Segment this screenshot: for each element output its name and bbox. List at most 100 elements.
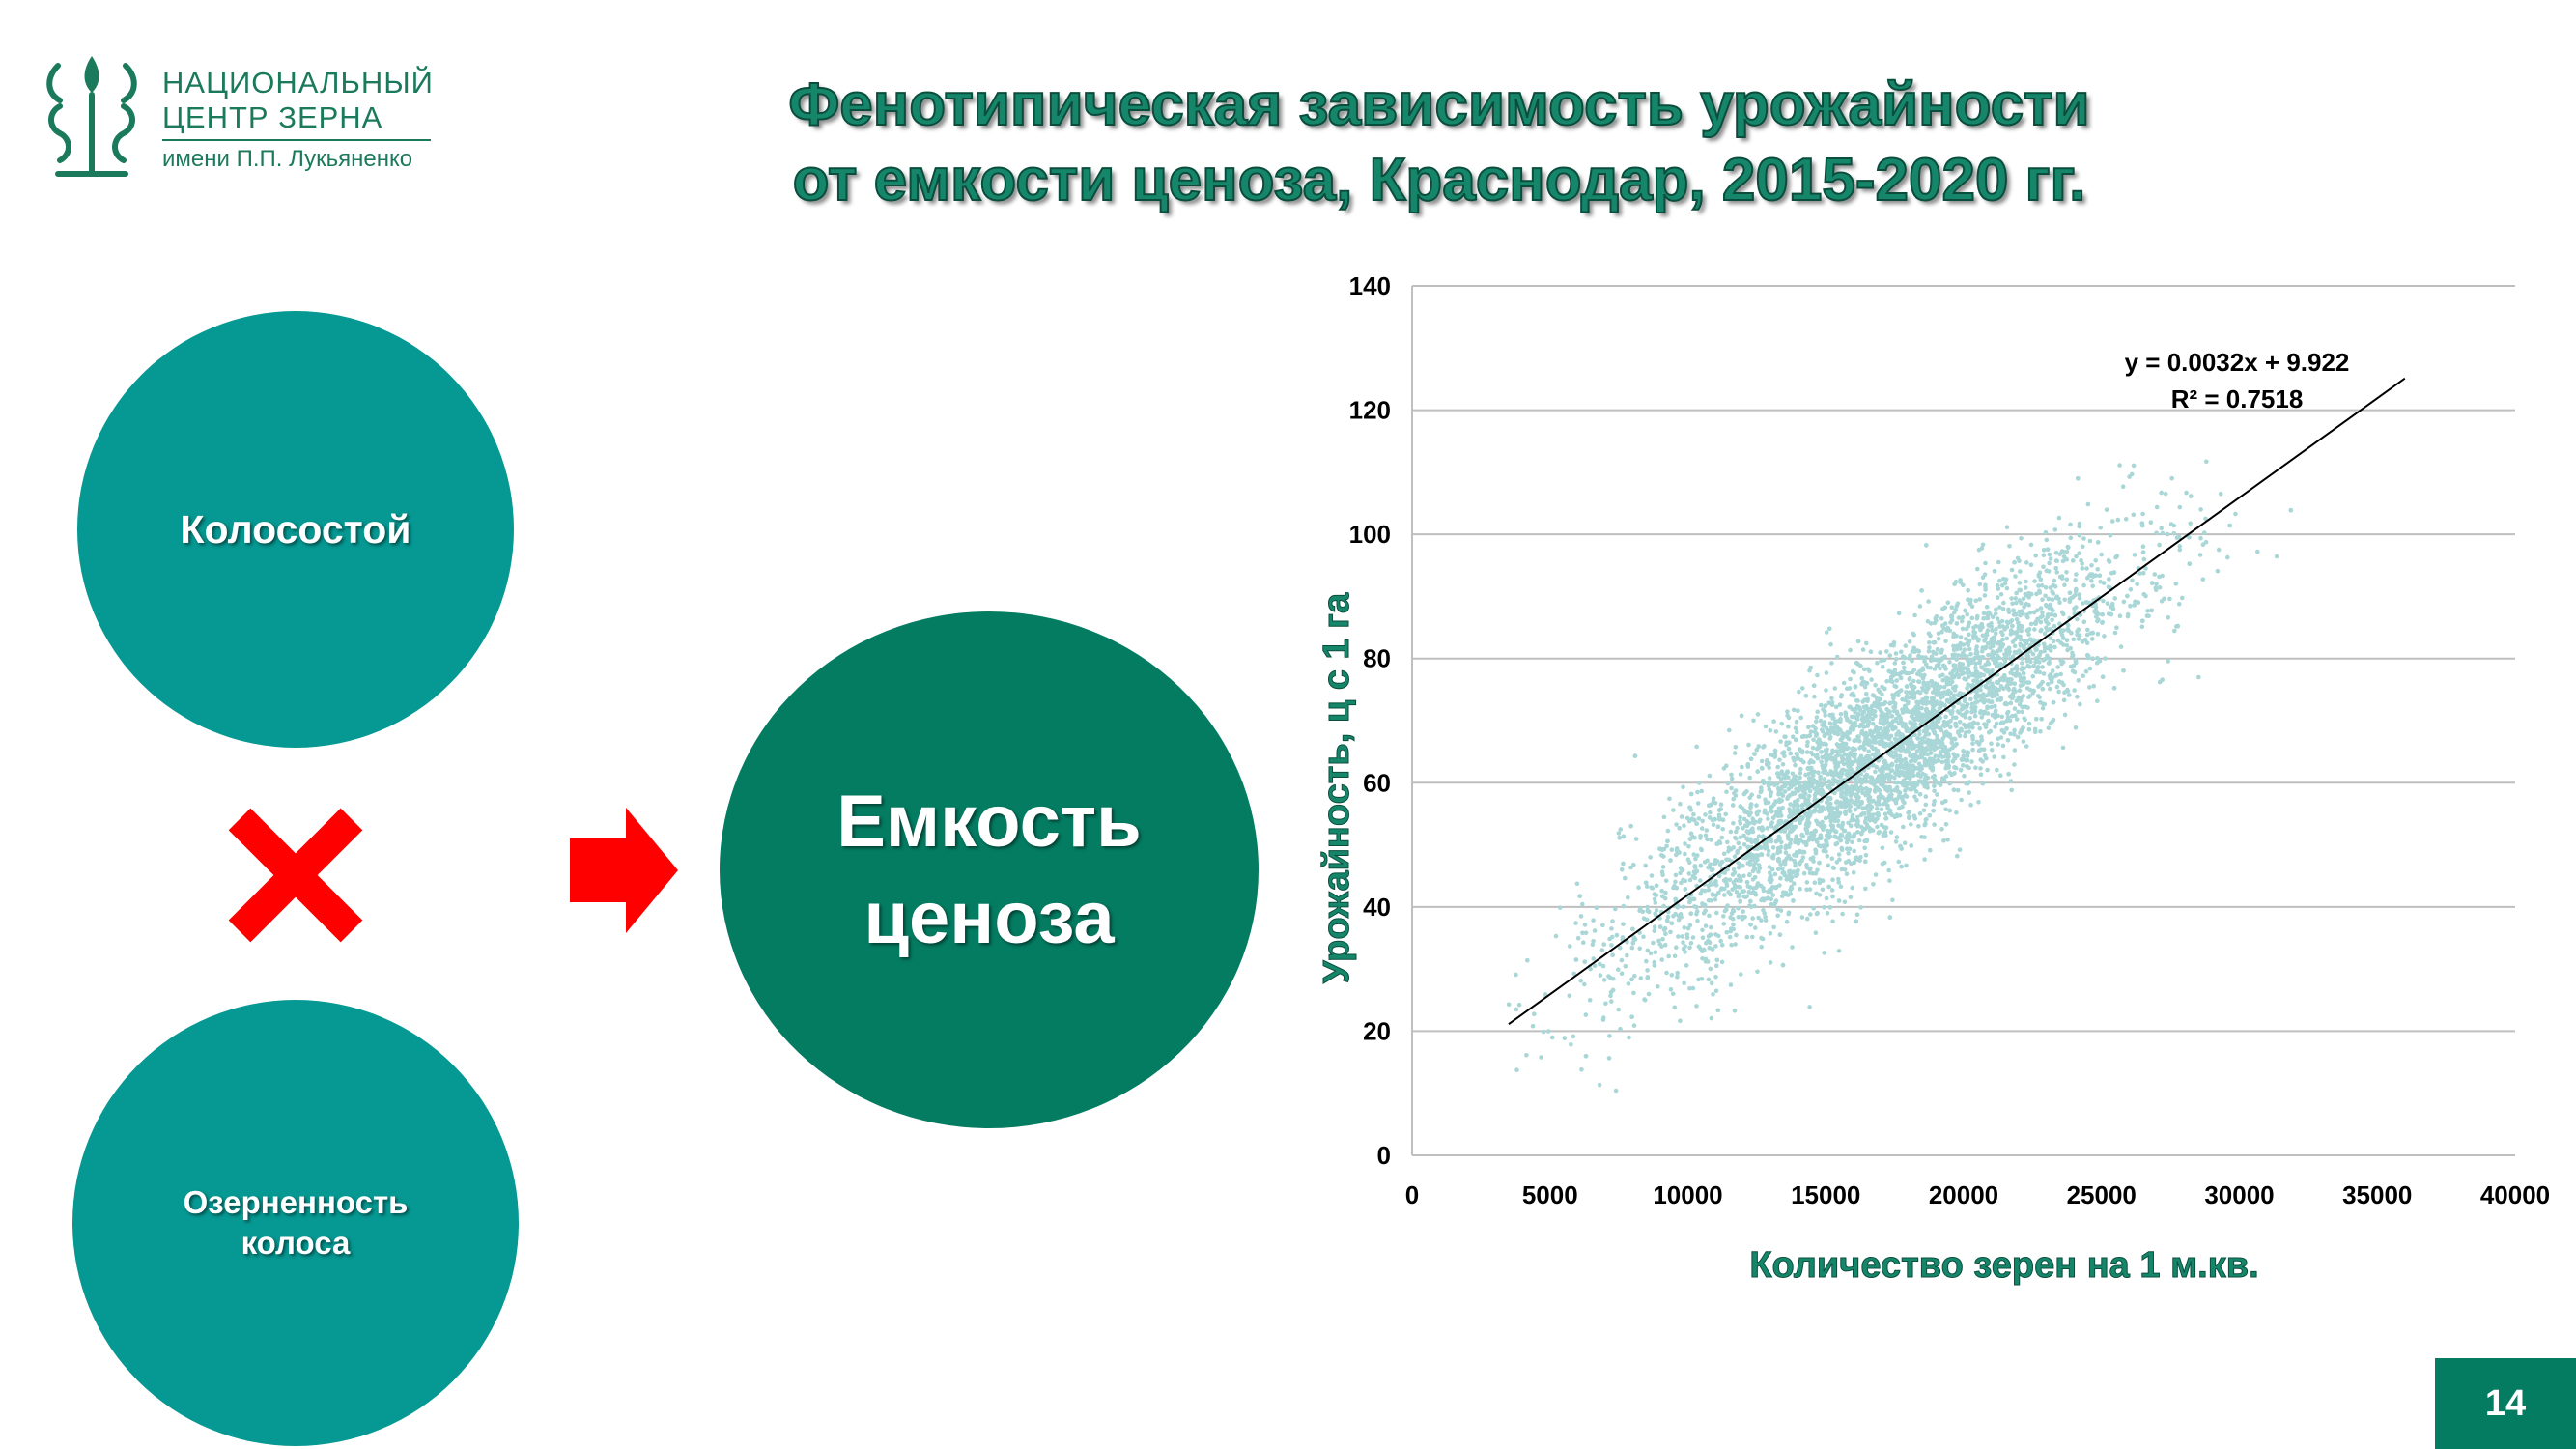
data-point [1927, 640, 1932, 645]
data-point [1901, 741, 1906, 746]
data-point [2090, 630, 2095, 636]
data-point [1904, 781, 1910, 786]
data-point [1894, 797, 1899, 802]
data-point [1797, 786, 1802, 791]
data-point [1911, 695, 1917, 700]
data-point [1787, 793, 1792, 798]
data-point [2006, 645, 2012, 651]
data-point [2000, 743, 2006, 749]
data-point [1924, 816, 1929, 822]
data-point [1857, 858, 1862, 863]
data-point [1855, 786, 1860, 791]
data-point [1886, 795, 1891, 801]
data-point [2139, 521, 2145, 526]
data-point [1887, 794, 1892, 799]
data-point [1789, 829, 1795, 834]
data-point [1840, 742, 1845, 747]
data-point [1900, 804, 1905, 810]
data-point [1664, 843, 1669, 849]
data-point [1989, 699, 1995, 704]
data-point [2090, 630, 2095, 636]
data-point [2059, 610, 2065, 615]
data-point [2053, 566, 2058, 571]
data-point [1879, 771, 1884, 776]
data-point [1985, 612, 1991, 618]
data-point [1967, 669, 1972, 675]
data-point [1653, 950, 1658, 954]
data-point [1765, 838, 1769, 843]
data-point [2009, 787, 2014, 793]
data-point [1868, 827, 1873, 832]
data-point [1893, 691, 1899, 696]
data-point [1810, 834, 1816, 838]
data-point [1943, 799, 1948, 804]
data-point [1754, 811, 1760, 817]
data-point [1829, 727, 1834, 732]
data-point [1917, 716, 1922, 721]
data-point [2012, 762, 2017, 767]
data-point [1827, 785, 1832, 791]
data-point [1867, 803, 1873, 808]
data-point [1919, 716, 1925, 722]
data-point [1887, 709, 1892, 714]
data-point [1598, 961, 1602, 967]
data-point [1762, 896, 1767, 901]
data-point [1747, 903, 1752, 909]
data-point [2017, 587, 2022, 593]
data-point [1942, 746, 1948, 751]
data-point [1875, 801, 1880, 807]
data-point [1870, 817, 1875, 822]
data-point [1933, 759, 1939, 764]
data-point [1840, 736, 1845, 741]
data-point [2047, 660, 2052, 665]
data-point [1914, 712, 1920, 717]
data-point [2141, 592, 2147, 597]
data-point [1680, 867, 1684, 872]
data-point [1900, 737, 1905, 743]
data-point [1776, 846, 1782, 851]
data-point [1887, 722, 1893, 727]
data-point [1960, 626, 1966, 632]
data-point [1766, 816, 1770, 821]
data-point [1903, 697, 1908, 703]
data-point [1799, 749, 1805, 753]
data-point [1674, 885, 1680, 891]
data-point [1888, 723, 1894, 727]
data-point [1762, 835, 1768, 840]
data-point [1765, 811, 1770, 816]
data-point [1756, 744, 1761, 749]
data-point [1978, 757, 1983, 762]
data-point [1975, 721, 1981, 726]
data-point [1796, 756, 1800, 761]
data-point [1791, 782, 1796, 787]
data-point [1959, 668, 1965, 673]
data-point [1778, 813, 1784, 818]
data-point [1713, 801, 1718, 806]
data-point [2008, 670, 2013, 675]
data-point [1945, 682, 1950, 687]
data-point [1873, 787, 1879, 792]
data-point [1811, 803, 1816, 809]
data-point [1691, 869, 1697, 874]
data-point [1810, 770, 1815, 776]
data-point [2009, 713, 2015, 719]
data-point [1978, 766, 1983, 771]
data-point [1924, 712, 1929, 717]
data-point [1896, 611, 1902, 616]
data-point [1681, 946, 1686, 952]
data-point [1776, 819, 1782, 825]
data-point [1785, 769, 1790, 774]
data-point [1694, 1004, 1699, 1009]
data-point [1794, 729, 1799, 735]
data-point [1868, 731, 1873, 736]
data-point [1747, 872, 1752, 877]
data-point [1990, 712, 1996, 718]
data-point [1854, 798, 1859, 803]
data-point [1651, 940, 1656, 946]
data-point [1791, 811, 1797, 816]
data-point [1909, 758, 1913, 764]
data-point [1930, 708, 1936, 714]
data-point [1672, 1005, 1678, 1010]
data-point [1748, 802, 1754, 808]
data-point [1749, 792, 1754, 798]
